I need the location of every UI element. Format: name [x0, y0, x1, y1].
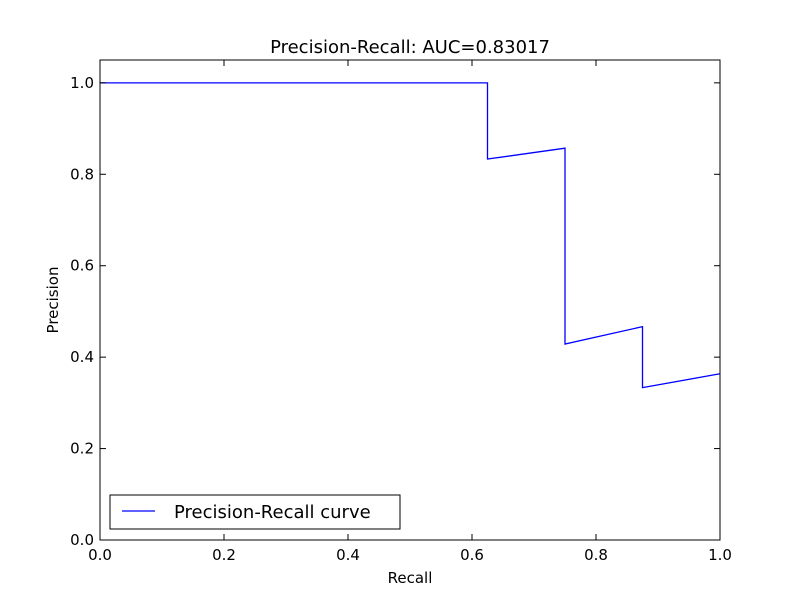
- y-tick-label: 0.6: [70, 257, 94, 275]
- y-tick-label: 1.0: [70, 74, 94, 92]
- y-tick-label: 0.0: [70, 531, 94, 549]
- legend: Precision-Recall curve: [109, 494, 401, 530]
- legend-box: [109, 494, 401, 530]
- x-tick-label: 1.0: [708, 546, 732, 564]
- y-axis-label: Precision: [44, 267, 62, 334]
- axis-ticks: 0.0 0.2 0.4 0.6 0.8 1.0 0.0 0.2 0.4 0.6 0.8 1.0: [70, 60, 732, 564]
- legend-label: Precision-Recall curve: [174, 502, 371, 523]
- x-tick-label: 0.8: [584, 546, 608, 564]
- plot-frame: [99, 59, 721, 541]
- chart-title: Precision-Recall: AUC=0.83017: [270, 37, 550, 58]
- x-tick-label: 0.0: [88, 546, 112, 564]
- y-tick-label: 0.4: [70, 348, 94, 366]
- x-axis-label: Recall: [388, 569, 433, 587]
- y-tick-label: 0.2: [70, 440, 94, 458]
- x-tick-label: 0.6: [460, 546, 484, 564]
- x-tick-label: 0.2: [212, 546, 236, 564]
- x-tick-label: 0.4: [336, 546, 360, 564]
- plot-area: 0.0 0.2 0.4 0.6 0.8 1.0 0.0 0.2 0.4 0.6 0.8 1.0: [70, 59, 732, 564]
- precision-recall-curve-line: [100, 82, 721, 389]
- y-tick-label: 0.8: [70, 165, 94, 183]
